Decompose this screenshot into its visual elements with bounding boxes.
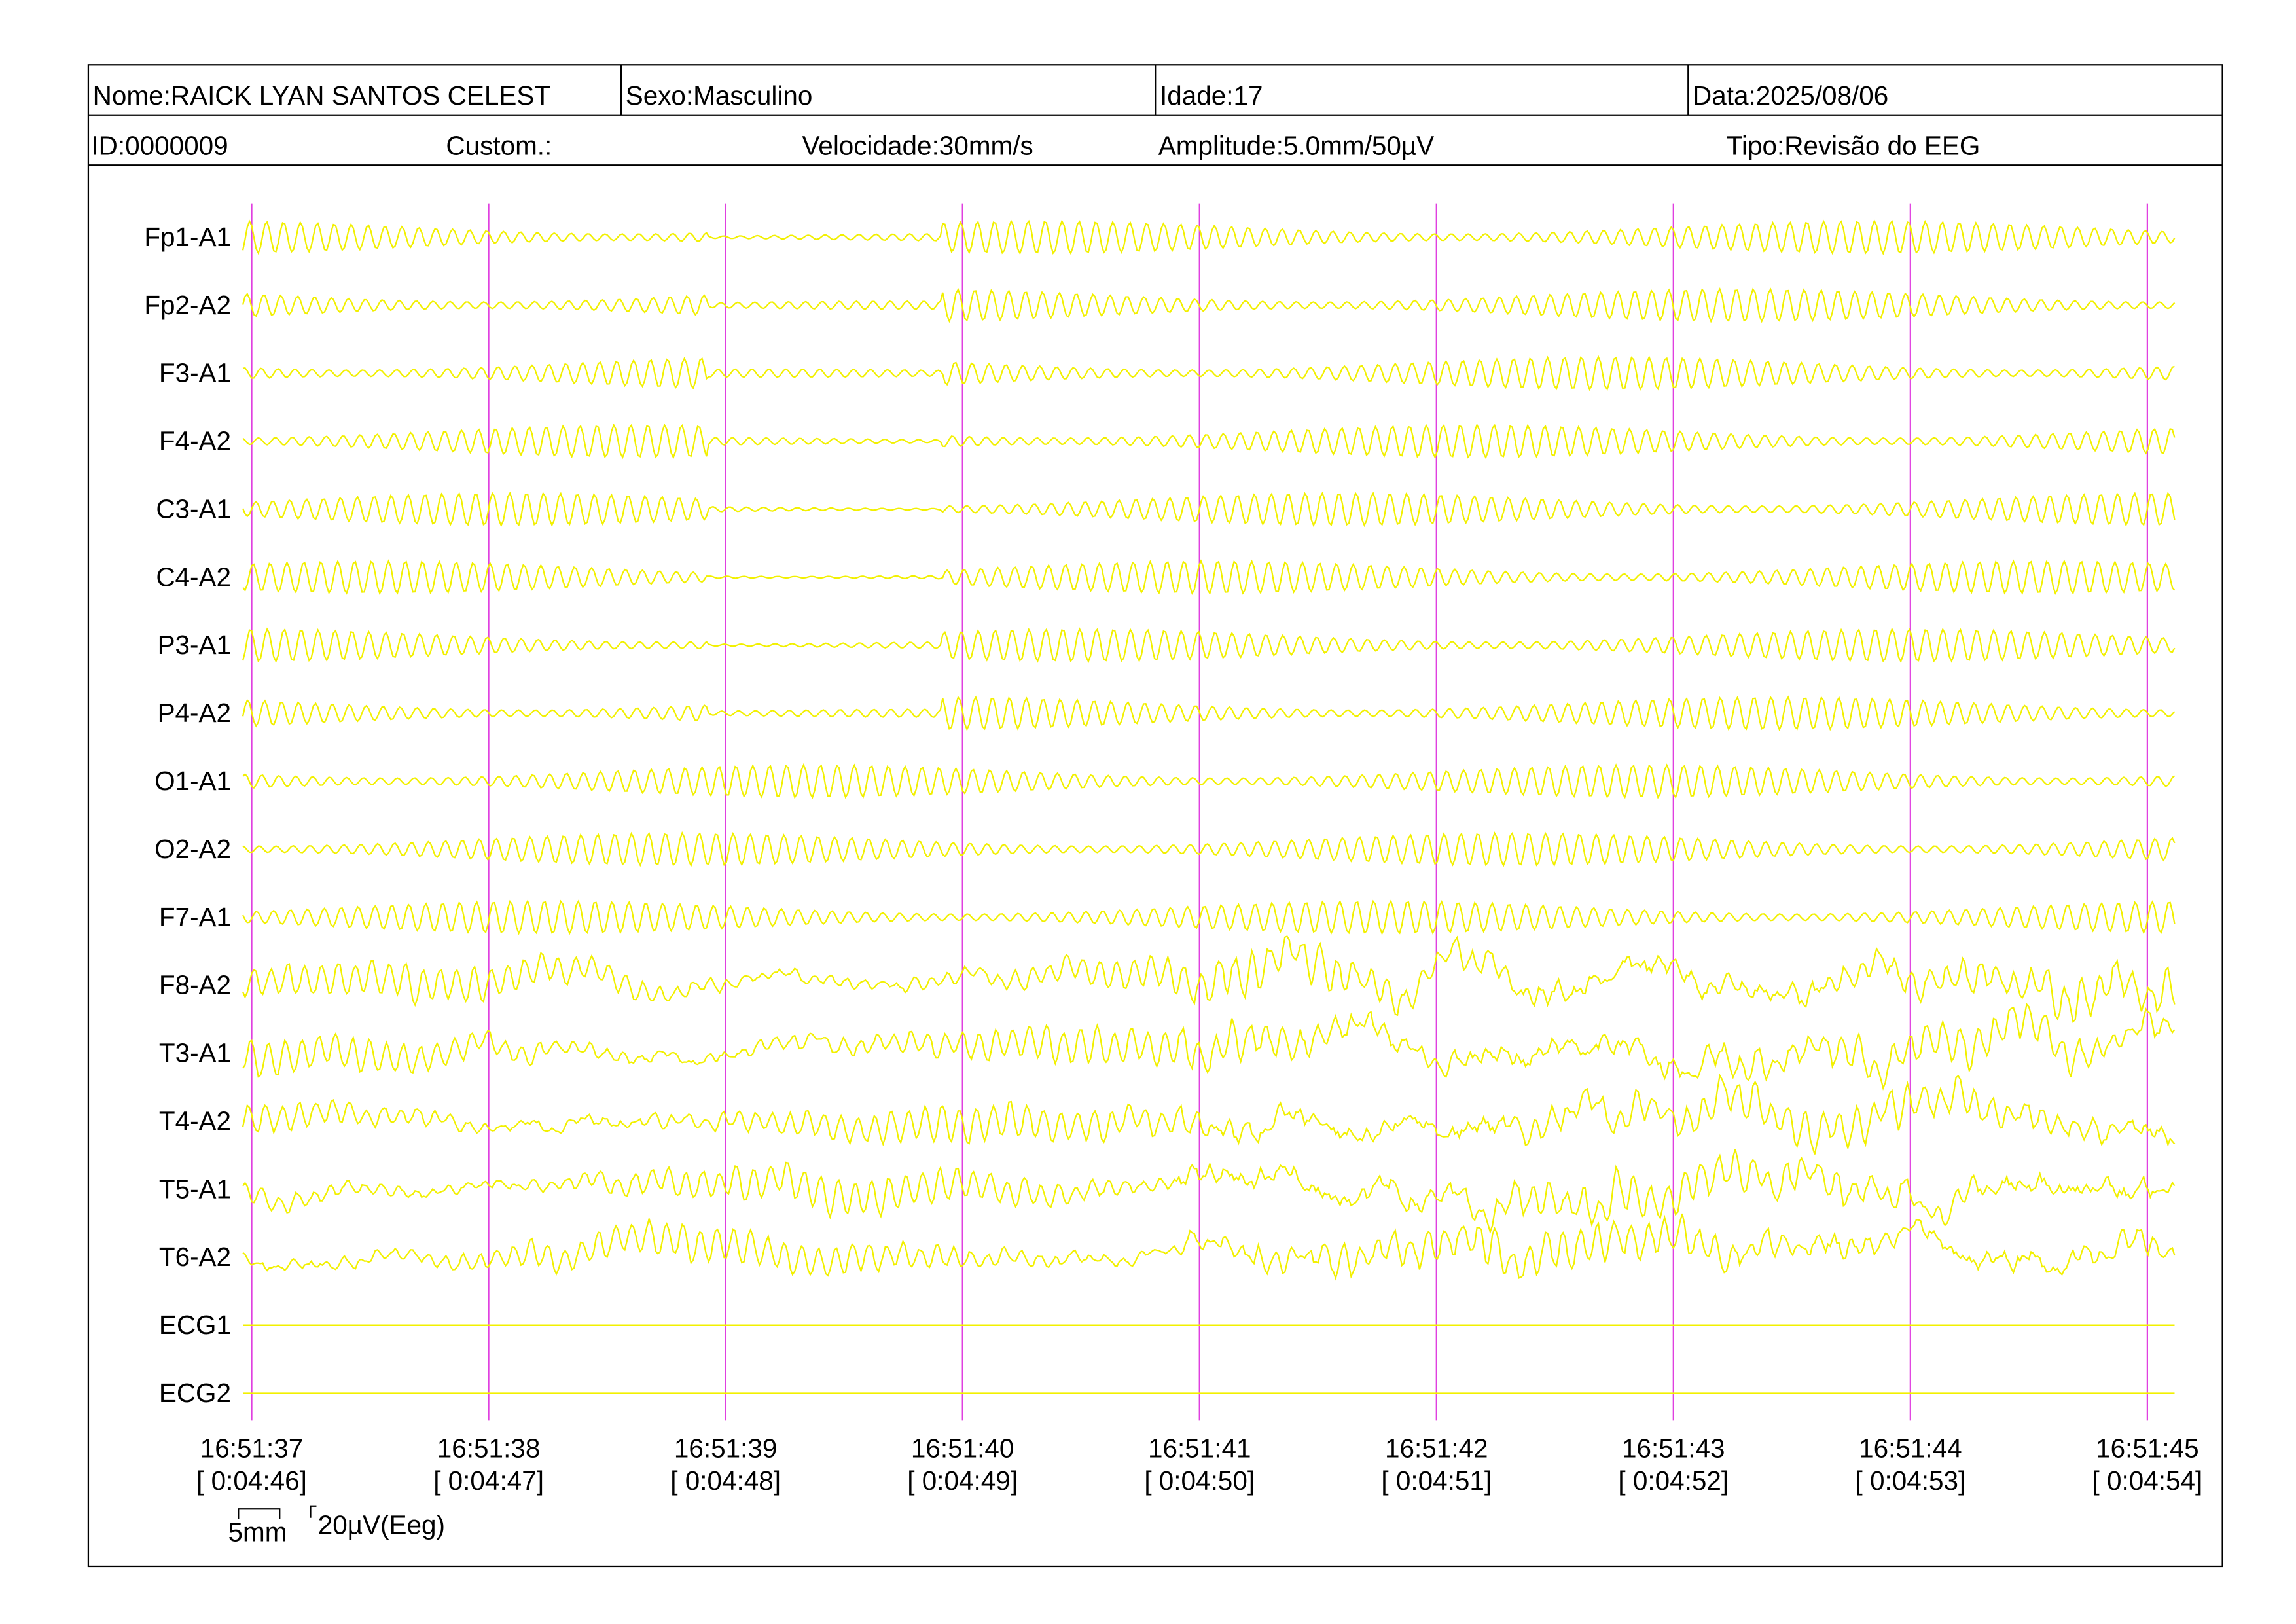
header-field: Velocidade:30mm/s — [802, 130, 1033, 160]
eeg-trace — [242, 1149, 2176, 1235]
eeg-trace — [242, 899, 2176, 935]
channel-label: F7-A1 — [159, 902, 231, 932]
eeg-trace — [242, 491, 2176, 528]
channel-label: T5-A1 — [159, 1174, 231, 1204]
eeg-trace — [242, 831, 2176, 867]
scale-bracket — [310, 1505, 317, 1518]
channel-label: T6-A2 — [159, 1242, 231, 1272]
channel-label: C3-A1 — [156, 494, 231, 524]
elapsed-label: [ 0:04:48] — [670, 1466, 781, 1496]
eeg-trace — [242, 1213, 2176, 1281]
eeg-trace — [242, 695, 2176, 732]
eeg-trace — [242, 1073, 2176, 1155]
eeg-trace — [242, 355, 2175, 391]
time-label: 16:51:40 — [911, 1434, 1014, 1464]
elapsed-label: [ 0:04:47] — [433, 1466, 544, 1496]
channel-label: T3-A1 — [159, 1038, 231, 1068]
channel-label: F8-A2 — [159, 970, 231, 1000]
channel-label: Fp1-A1 — [144, 222, 231, 252]
channel-label: C4-A2 — [156, 562, 231, 592]
eeg-trace — [242, 763, 2176, 799]
traces — [242, 203, 2176, 1421]
header-field: Data:2025/08/06 — [1693, 81, 1888, 111]
scale-bar — [238, 1508, 281, 1520]
eeg-trace — [242, 935, 2176, 1023]
elapsed-label: [ 0:04:46] — [196, 1466, 307, 1496]
eeg-trace — [242, 219, 2176, 255]
channel-label: P3-A1 — [158, 630, 231, 660]
channel-label: F4-A2 — [159, 426, 231, 456]
header-field: Sexo:Masculino — [626, 81, 813, 111]
scale-amplitude: 20µV(Eeg) — [318, 1509, 445, 1540]
elapsed-label: [ 0:04:54] — [2092, 1466, 2202, 1496]
time-label: 16:51:38 — [437, 1434, 541, 1464]
time-label: 16:51:41 — [1148, 1434, 1251, 1464]
elapsed-label: [ 0:04:51] — [1381, 1466, 1492, 1496]
elapsed-label: [ 0:04:53] — [1855, 1466, 1965, 1496]
eeg-trace — [242, 423, 2176, 460]
time-label: 16:51:37 — [200, 1434, 304, 1464]
time-label: 16:51:43 — [1622, 1434, 1725, 1464]
labels: Nome:RAICK LYAN SANTOS CELEST Sexo:Mascul… — [91, 81, 2202, 1496]
scale-length: 5mm — [228, 1517, 287, 1547]
channel-label: P4-A2 — [158, 698, 231, 728]
eeg-trace — [242, 287, 2176, 323]
channel-label: T4-A2 — [159, 1106, 231, 1136]
header-field: ID:0000009 — [91, 130, 228, 160]
eeg-trace — [242, 559, 2176, 596]
time-label: 16:51:45 — [2096, 1434, 2199, 1464]
channel-label: F3-A1 — [159, 358, 231, 388]
elapsed-label: [ 0:04:49] — [907, 1466, 1018, 1496]
channel-label: ECG2 — [159, 1378, 231, 1408]
elapsed-label: [ 0:04:52] — [1618, 1466, 1729, 1496]
eeg-trace — [242, 1002, 2176, 1091]
header-field: Idade:17 — [1160, 81, 1263, 111]
channel-label: ECG1 — [159, 1310, 231, 1340]
time-label: 16:51:44 — [1859, 1434, 1962, 1464]
header-field: Nome:RAICK LYAN SANTOS CELEST — [93, 81, 550, 111]
eeg-trace — [242, 627, 2176, 664]
header-field: Amplitude:5.0mm/50µV — [1158, 130, 1434, 160]
time-label: 16:51:42 — [1385, 1434, 1488, 1464]
elapsed-label: [ 0:04:50] — [1144, 1466, 1255, 1496]
header-field: Tipo:Revisão do EEG — [1727, 130, 1981, 160]
time-label: 16:51:39 — [674, 1434, 778, 1464]
header-field: Custom.: — [446, 130, 552, 160]
channel-label: O1-A1 — [154, 766, 231, 796]
channel-label: O2-A2 — [154, 834, 231, 864]
channel-label: Fp2-A2 — [144, 290, 231, 320]
